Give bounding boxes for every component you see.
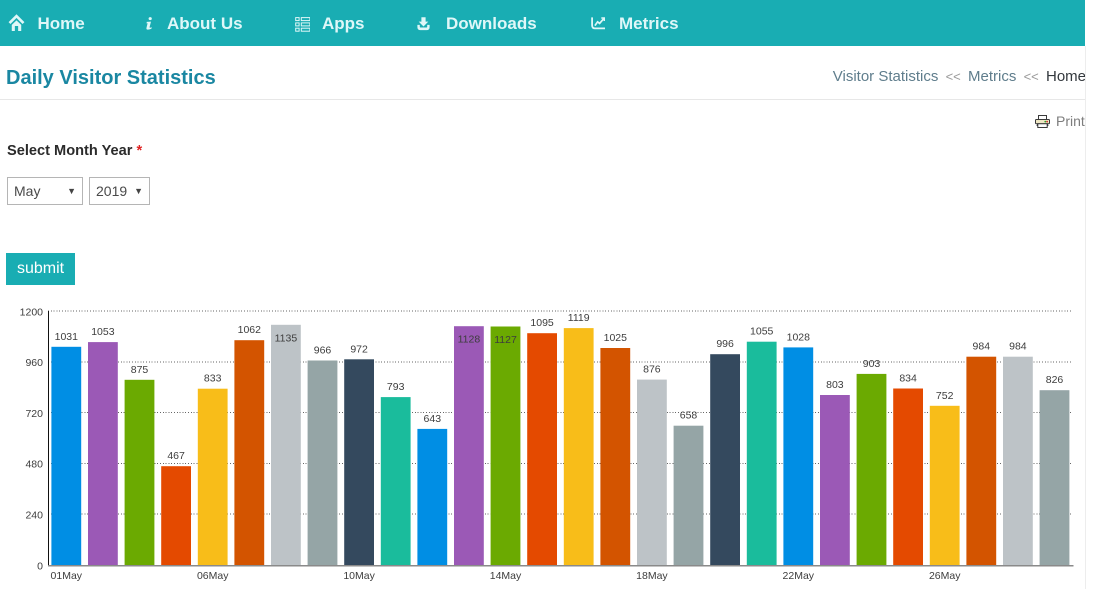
svg-text:1025: 1025 — [604, 332, 628, 344]
svg-text:1053: 1053 — [91, 326, 115, 338]
svg-text:10May: 10May — [343, 570, 375, 582]
svg-text:1200: 1200 — [20, 306, 44, 318]
svg-text:1031: 1031 — [55, 331, 79, 343]
svg-text:972: 972 — [350, 343, 368, 355]
svg-text:826: 826 — [1046, 374, 1064, 386]
svg-text:14May: 14May — [490, 570, 522, 582]
svg-text:1119: 1119 — [568, 312, 590, 324]
svg-text:26May: 26May — [929, 570, 961, 582]
svg-text:06May: 06May — [197, 570, 229, 582]
svg-text:0: 0 — [37, 560, 43, 572]
svg-text:01May: 01May — [51, 570, 83, 582]
svg-text:18May: 18May — [636, 570, 668, 582]
svg-text:876: 876 — [643, 364, 661, 376]
svg-text:966: 966 — [314, 345, 332, 357]
svg-text:984: 984 — [973, 341, 991, 353]
svg-text:22May: 22May — [783, 570, 815, 582]
svg-text:833: 833 — [204, 373, 222, 385]
svg-text:1127: 1127 — [494, 334, 517, 346]
svg-text:803: 803 — [826, 379, 844, 391]
svg-text:480: 480 — [25, 459, 43, 471]
svg-text:834: 834 — [899, 373, 917, 385]
svg-text:1028: 1028 — [787, 331, 811, 343]
svg-text:1062: 1062 — [238, 324, 262, 336]
svg-text:1095: 1095 — [530, 317, 554, 329]
svg-text:996: 996 — [716, 338, 734, 350]
svg-text:984: 984 — [1009, 341, 1027, 353]
svg-text:752: 752 — [936, 390, 954, 402]
svg-text:903: 903 — [863, 358, 881, 370]
svg-text:1055: 1055 — [750, 326, 774, 338]
svg-text:240: 240 — [25, 510, 43, 522]
svg-text:875: 875 — [131, 364, 149, 376]
svg-text:1128: 1128 — [458, 334, 481, 346]
svg-text:793: 793 — [387, 381, 405, 393]
svg-text:720: 720 — [25, 408, 43, 420]
svg-text:1135: 1135 — [275, 332, 298, 344]
svg-text:960: 960 — [25, 357, 43, 369]
svg-text:467: 467 — [167, 450, 185, 462]
svg-text:658: 658 — [680, 410, 698, 422]
svg-text:643: 643 — [424, 413, 442, 425]
